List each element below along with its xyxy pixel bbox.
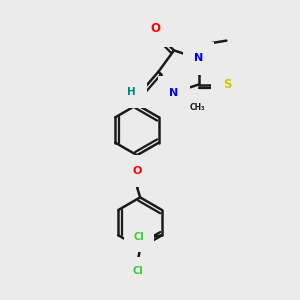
Text: N: N <box>194 53 203 64</box>
Text: Cl: Cl <box>132 266 143 276</box>
Text: H: H <box>128 87 136 97</box>
Text: Cl: Cl <box>134 232 144 242</box>
Text: S: S <box>223 78 232 91</box>
Text: O: O <box>132 166 142 176</box>
Text: N: N <box>169 88 178 98</box>
Text: O: O <box>151 22 160 35</box>
Text: CH₃: CH₃ <box>189 103 205 112</box>
